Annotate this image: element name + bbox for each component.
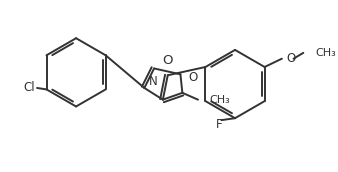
Text: Cl: Cl: [23, 82, 35, 94]
Text: N: N: [149, 75, 158, 88]
Text: O: O: [287, 52, 296, 65]
Text: F: F: [216, 117, 223, 131]
Text: CH₃: CH₃: [210, 95, 231, 105]
Text: O: O: [188, 71, 197, 84]
Text: CH₃: CH₃: [315, 48, 336, 58]
Text: O: O: [163, 55, 173, 67]
